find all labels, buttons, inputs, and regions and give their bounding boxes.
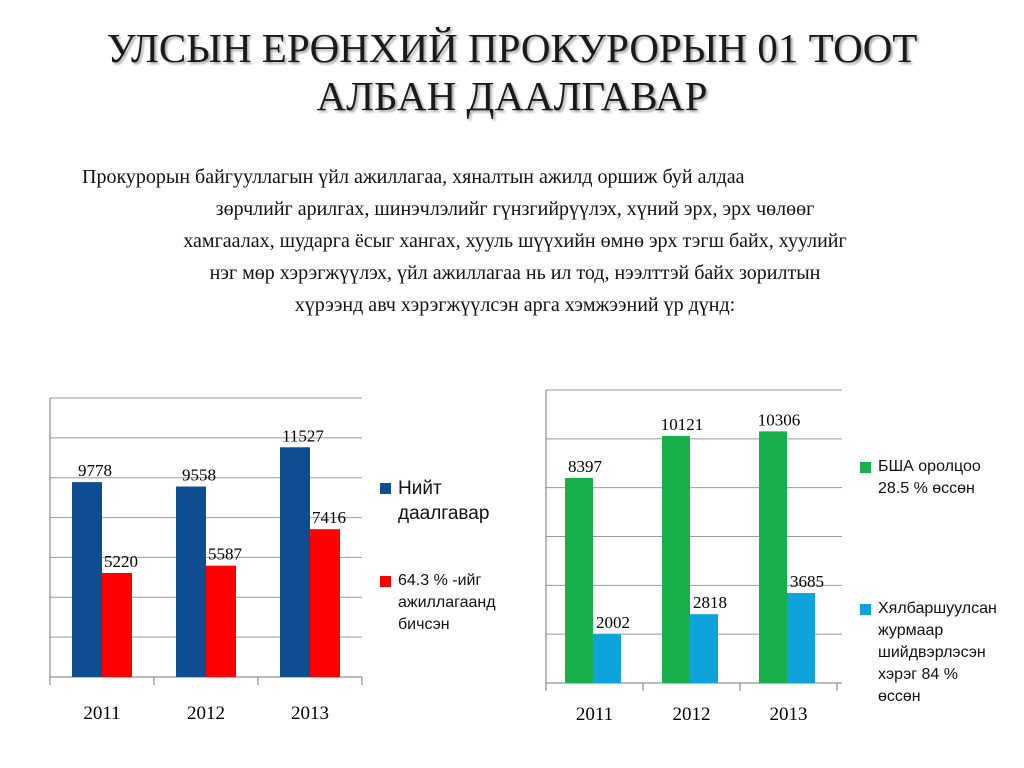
chart-2-data-label: 2818: [693, 593, 727, 612]
legend-2-item-simplified-line-4: хэрэг 84 %: [878, 666, 958, 683]
legend-1-swatch-blue: [380, 483, 391, 494]
intro-paragraph: Прокурорын байгууллагын үйл ажиллагаа, х…: [82, 161, 948, 321]
slide-title: УЛСЫН ЕРӨНХИЙ ПРОКУРОРЫН 01 ТООТ АЛБАН Д…: [0, 24, 1024, 120]
intro-line-4: нэг мөр хэрэгжүүлэх, үйл ажиллагаа нь ил…: [209, 262, 821, 284]
legend-1-item-recorded: 64.3 % -ийг ажиллагаанд бичсэн: [380, 570, 520, 636]
chart-2-tick-label: 2011: [576, 704, 613, 725]
chart-1-bar-2012-s2: [206, 565, 236, 677]
chart-1-data-label: 9558: [182, 466, 216, 485]
chart-2-tick-label: 2012: [673, 704, 711, 725]
chart-2-data-label: 10121: [661, 415, 704, 434]
chart-2-data-label: 8397: [568, 457, 603, 476]
chart-2-bar-2012-s1: [662, 435, 690, 683]
legend-2-item-bsha-line-2: 28.5 % өссөн: [878, 480, 975, 497]
chart-2-bar-2012-s2: [690, 614, 718, 683]
chart-2: 8397 10121 10306 2002 2818 3685 2011 2012 2013: [545, 389, 842, 725]
chart-1-tick-label: 2013: [291, 703, 329, 724]
slide-title-line-1: УЛСЫН ЕРӨНХИЙ ПРОКУРОРЫН 01 ТООТ: [106, 25, 918, 71]
legend-2-swatch-cyan: [860, 604, 871, 615]
legend-1-item-total-line-1: Нийт: [398, 478, 442, 499]
chart-1-data-label: 5587: [208, 545, 243, 564]
chart-2-bar-2013-s1: [759, 431, 787, 683]
chart-2-tick-label: 2013: [770, 704, 808, 725]
chart-1: 9778 9558 11527 5220 5587 7416 2011 2012 2013: [49, 397, 363, 724]
chart-2-data-label: 2002: [596, 613, 630, 632]
chart-1-data-label: 5220: [104, 552, 138, 571]
chart-1-data-label: 11527: [282, 426, 324, 445]
chart-2-bar-2013-s2: [787, 593, 815, 683]
legend-2-item-simplified-line-2: журмаар: [878, 622, 944, 639]
chart-1-bar-2011-s1: [72, 482, 102, 677]
chart-2-bar-2011-s1: [565, 477, 593, 683]
chart-1-tick-label: 2011: [83, 703, 120, 724]
legend-2-item-bsha: БША оролцоо 28.5 % өссөн: [860, 456, 1020, 500]
legend-1-item-recorded-line-3: бичсэн: [398, 616, 450, 633]
legend-2-item-bsha-line-1: БША оролцоо: [878, 458, 981, 475]
chart-1-data-label: 9778: [78, 461, 112, 480]
legend-2-item-simplified: Хялбаршуулсан журмаар шийдвэрлэсэн хэрэг…: [860, 598, 1020, 708]
chart-2-data-label: 3685: [790, 572, 824, 591]
legend-1-swatch-red: [380, 576, 391, 587]
slide-title-line-2: АЛБАН ДААЛГАВАР: [316, 73, 708, 119]
chart-1-bar-2013-s2: [310, 529, 340, 677]
intro-line-2: зөрчлийг арилгах, шинэчлэлийг гүнзгийрүү…: [215, 198, 815, 220]
chart-1-data-label: 7416: [312, 508, 346, 527]
legend-1-item-recorded-line-1: 64.3 % -ийг: [398, 572, 482, 589]
legend-2-item-simplified-line-1: Хялбаршуулсан: [878, 600, 997, 617]
legend-1-item-total: Нийт даалгавар: [380, 476, 520, 526]
legend-2-item-simplified-line-5: өссөн: [878, 688, 921, 705]
chart-2-bar-2011-s2: [593, 634, 621, 683]
legend-1-item-recorded-line-2: ажиллагаанд: [398, 594, 496, 611]
chart-2-data-label: 10306: [758, 410, 801, 429]
chart-1-bar-2011-s2: [102, 572, 132, 677]
intro-line-1: Прокурорын байгууллагын үйл ажиллагаа, х…: [82, 166, 745, 188]
intro-line-5: хүрээнд авч хэрэгжүүлсэн арга хэмжээний …: [294, 294, 736, 316]
legend-2-item-simplified-line-3: шийдвэрлэсэн: [878, 644, 986, 661]
legend-1-item-total-line-2: даалгавар: [398, 503, 490, 524]
chart-1-legend: Нийт даалгавар 64.3 % -ийг ажиллагаанд б…: [380, 476, 520, 636]
chart-1-bar-2013-s1: [280, 447, 310, 677]
chart-1-bar-2012-s1: [176, 486, 206, 677]
chart-2-legend: БША оролцоо 28.5 % өссөн Хялбаршуулсан ж…: [860, 456, 1020, 708]
chart-1-tick-label: 2012: [187, 703, 225, 724]
intro-line-3: хамгаалах, шударга ёсыг хангах, хууль шү…: [183, 230, 847, 252]
legend-2-swatch-green: [860, 462, 871, 473]
